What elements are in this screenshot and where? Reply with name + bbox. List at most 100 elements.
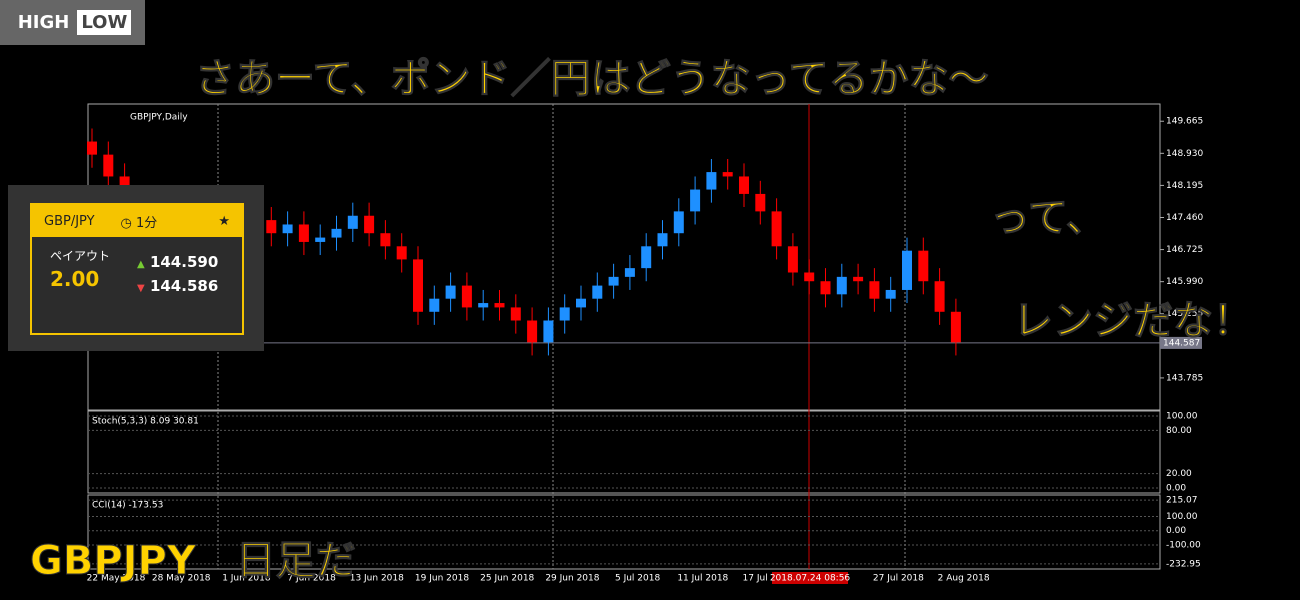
candle-body <box>347 215 358 229</box>
logo[interactable]: HIGH LOW <box>0 0 145 45</box>
caption-right-2: レンジだな！ <box>1013 298 1254 345</box>
caption-right-1: って、 <box>990 195 1107 242</box>
cci-frame <box>87 494 1161 570</box>
indicator-tick-label: 100.00 <box>1166 512 1198 522</box>
price-box <box>1160 336 1202 349</box>
y-tick-label: 145.990 <box>1166 277 1203 287</box>
x-tick-label: 11 Jul 2018 <box>677 574 728 584</box>
indicator-tick-label: 80.00 <box>1166 426 1192 436</box>
candle-body <box>608 276 619 286</box>
logo-low: LOW <box>77 10 132 35</box>
indicator-tick-label: 215.07 <box>1166 496 1198 506</box>
candle-body <box>445 285 456 299</box>
crosshair-box <box>772 572 848 584</box>
low-price[interactable]: ▼ 144.586 <box>137 277 219 295</box>
candle-body <box>478 303 489 308</box>
candle-body <box>755 193 766 212</box>
x-tick-label: 7 Jun 2018 <box>287 574 336 584</box>
pair: GBP/JPY <box>44 213 95 229</box>
x-tick-label: 28 May 2018 <box>152 574 211 584</box>
candle-body <box>771 211 782 247</box>
candle-body <box>87 141 97 155</box>
candle-body <box>836 276 847 295</box>
candle-body <box>902 250 912 290</box>
indicator-tick-label: 0.00 <box>1166 526 1186 536</box>
x-tick-label: 27 Jul 2018 <box>873 574 924 584</box>
y-tick-label: 147.460 <box>1166 213 1203 223</box>
x-tick-label: 19 Jun 2018 <box>415 574 469 584</box>
candle-body <box>934 281 945 312</box>
caption-top: さあーて、ポンド／円はどうなってるかな～ <box>195 56 990 103</box>
candle-body <box>820 281 831 295</box>
candle-body <box>592 285 603 299</box>
candle-body <box>673 211 684 234</box>
payout: 2.00 <box>50 267 100 291</box>
stoch-frame <box>87 410 1161 494</box>
trade-widget: GBP/JPY ◷ 1分 ★ ペイアウト 2.00 ▲ 144.590 ▼ 144.… <box>8 185 264 351</box>
x-tick-label: 5 Jul 2018 <box>615 574 660 584</box>
y-tick-label: 148.195 <box>1166 181 1203 191</box>
candle-body <box>494 303 505 308</box>
candle-body <box>722 172 733 177</box>
y-tick-label: 146.725 <box>1166 245 1203 255</box>
candle-body <box>869 281 880 299</box>
payout-label: ペイアウト <box>50 249 111 263</box>
x-tick-label: 22 May 2018 <box>87 574 146 584</box>
candle-body <box>510 307 521 321</box>
x-tick-label: 2 Aug 2018 <box>938 574 990 584</box>
candle-body <box>804 272 815 282</box>
candle-body <box>739 176 749 194</box>
indicator-tick-label: 100.00 <box>1166 412 1198 422</box>
candle-body <box>282 224 293 234</box>
candle-body <box>380 233 391 247</box>
candle-body <box>429 298 440 312</box>
x-tick-label: 17 Jul 2018 <box>743 574 794 584</box>
indicator-tick-label: -232.95 <box>1166 559 1201 569</box>
x-tick-label: 13 Jun 2018 <box>350 574 404 584</box>
candle-body <box>103 154 114 177</box>
candle-body <box>787 246 798 273</box>
y-tick-label: 148.930 <box>1166 149 1203 159</box>
indicator-tick-label: 20.00 <box>1166 469 1192 479</box>
chart-title: GBPJPY,Daily <box>130 113 188 123</box>
candle-body <box>576 298 586 308</box>
timer: ◷ 1分 <box>120 215 158 231</box>
low-price-text: 144.586 <box>149 277 219 295</box>
x-tick-label: 29 Jun 2018 <box>545 574 599 584</box>
caption-bottom: GBPJPY 日足だ <box>30 538 357 585</box>
candle-body <box>461 285 472 308</box>
candle-body <box>331 228 342 238</box>
stoch-title: Stoch(5,3,3) 8.09 30.81 <box>92 417 199 427</box>
candle-body <box>885 289 896 299</box>
candle-body <box>315 237 326 242</box>
crosshair-label: 2018.07.24 08:56 <box>770 574 851 584</box>
candle-body <box>690 189 701 212</box>
candle-body <box>657 233 668 247</box>
candle-body <box>624 268 635 277</box>
candle-body <box>559 307 570 321</box>
cci-title: CCI(14) -173.53 <box>92 501 163 511</box>
candle-body <box>950 311 961 343</box>
candle-body <box>543 320 554 343</box>
card-header: GBP/JPY ◷ 1分 ★ <box>32 205 242 237</box>
y-tick-label: 145.255 <box>1166 309 1203 319</box>
candle-body <box>413 259 423 312</box>
timer-text: 1分 <box>136 215 158 231</box>
trade-card[interactable]: GBP/JPY ◷ 1分 ★ ペイアウト 2.00 ▲ 144.590 ▼ 144.… <box>30 203 244 335</box>
candle-body <box>706 172 717 190</box>
indicator-tick-label: 0.00 <box>1166 483 1186 493</box>
price-label: 144.587 <box>1163 338 1200 348</box>
logo-high: HIGH <box>17 12 70 33</box>
y-tick-label: 143.785 <box>1166 373 1203 383</box>
candle-body <box>298 224 309 242</box>
x-tick-label: 1 Jun 2018 <box>222 574 271 584</box>
high-price-text: 144.590 <box>149 253 219 271</box>
candle-body <box>396 246 407 260</box>
high-price[interactable]: ▲ 144.590 <box>137 253 219 271</box>
candle-body <box>266 220 277 234</box>
candle-body <box>641 246 652 269</box>
star[interactable]: ★ <box>218 213 230 229</box>
candle-body <box>364 215 375 234</box>
